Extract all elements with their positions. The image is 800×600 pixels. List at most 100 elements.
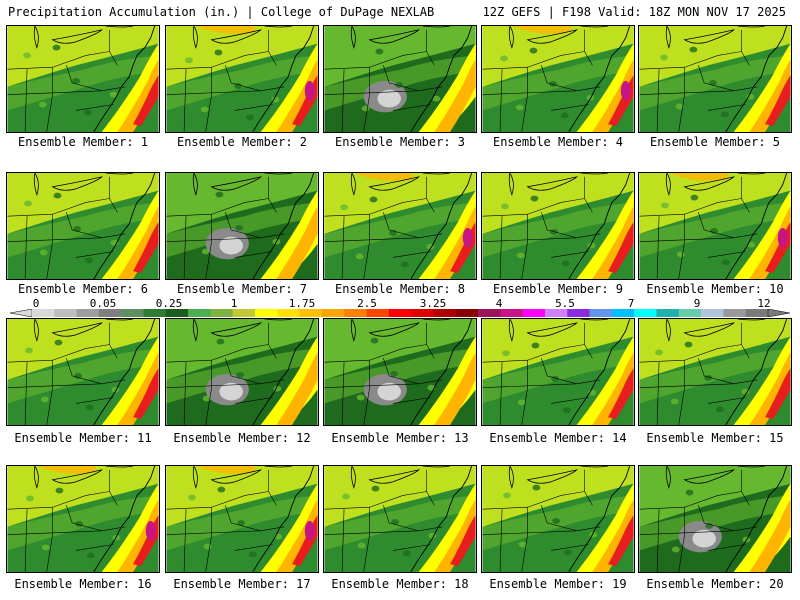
precip-cell — [518, 541, 527, 548]
ensemble-member-label: Ensemble Member: 2 — [176, 135, 308, 149]
state-boundary — [341, 362, 345, 425]
east-coastline — [93, 173, 156, 279]
state-boundary — [24, 362, 28, 425]
state-boundary — [166, 530, 261, 535]
east-coastline — [252, 319, 315, 425]
colorbar-tick-label: 0 — [32, 297, 40, 310]
state-boundary — [46, 534, 53, 572]
ensemble-member-label: Ensemble Member: 12 — [173, 431, 311, 445]
colorbar-swatch — [321, 309, 345, 317]
precip-map — [165, 25, 319, 133]
state-boundary — [46, 94, 53, 132]
lake-erie-outline — [526, 322, 578, 337]
precip-cell — [217, 486, 226, 493]
precip-cell — [72, 78, 81, 84]
ensemble-member-label: Ensemble Member: 20 — [646, 577, 784, 591]
state-boundary — [205, 241, 212, 279]
precip-cell — [55, 487, 64, 494]
lake-erie-outline — [368, 322, 420, 337]
precip-cell — [531, 342, 540, 349]
precip-cell — [341, 345, 349, 352]
precip-cell — [26, 495, 34, 502]
state-boundary — [24, 216, 28, 279]
northern-precip-max — [195, 466, 255, 474]
lake-ontario-outline — [580, 173, 609, 175]
lake-ontario-outline — [422, 173, 451, 175]
precip-cell — [236, 372, 244, 378]
lake-ontario-outline — [580, 319, 609, 321]
state-boundary — [499, 509, 503, 572]
precip-cell — [25, 347, 33, 354]
run-valid-time: 12Z GEFS | F198 Valid: 18Z MON NOV 17 20… — [482, 5, 786, 19]
precip-cell — [560, 112, 569, 119]
heavy-precip-core — [608, 368, 634, 420]
lake-erie-outline — [210, 29, 262, 44]
colorbar-swatch — [232, 309, 256, 317]
state-boundary — [402, 198, 435, 213]
state-boundary — [183, 509, 187, 572]
precip-cell — [342, 493, 350, 500]
state-boundary — [24, 69, 28, 132]
precip-map — [6, 25, 160, 133]
state-boundary — [551, 544, 589, 551]
ensemble-member-map — [165, 465, 319, 573]
colorbar-swatch — [121, 309, 144, 317]
precip-cell — [517, 399, 526, 406]
colorbar-swatch — [544, 309, 568, 317]
precip-cell — [201, 248, 210, 255]
colorbar-swatch — [344, 309, 367, 317]
precip-cell — [361, 105, 370, 112]
state-boundary — [482, 237, 577, 242]
precip-cell — [74, 372, 83, 379]
precip-cell — [400, 261, 409, 268]
precip-cell — [549, 80, 558, 87]
east-coastline — [252, 26, 315, 132]
colorbar-tick-label: 3.25 — [419, 297, 447, 310]
ensemble-member-map — [481, 465, 635, 573]
lake-ontario-outline — [422, 466, 451, 468]
ensemble-member-label: Ensemble Member: 11 — [14, 431, 152, 445]
lake-michigan-outline — [33, 466, 39, 489]
precip-map — [481, 465, 635, 573]
ensemble-member-label: Ensemble Member: 10 — [646, 282, 784, 296]
state-boundary — [324, 530, 419, 535]
state-boundary — [521, 241, 528, 279]
ensemble-member-label: Ensemble Member: 14 — [489, 431, 627, 445]
state-boundary — [541, 212, 577, 239]
east-coastline — [725, 466, 788, 572]
precip-map — [638, 318, 792, 426]
precip-map — [165, 172, 319, 280]
colorbar-swatch — [745, 309, 769, 317]
extreme-precip-max — [304, 80, 315, 101]
coastal-swath-core — [434, 352, 476, 425]
east-coastline — [568, 466, 631, 572]
state-boundary — [482, 530, 577, 535]
east-coastline — [93, 26, 156, 132]
precip-cell — [502, 350, 510, 357]
state-boundary — [66, 358, 102, 385]
colorbar-swatch — [455, 309, 479, 317]
state-boundary — [205, 94, 212, 132]
lake-erie-outline — [683, 29, 735, 44]
state-boundary — [7, 237, 102, 242]
state-boundary — [656, 362, 660, 425]
precip-cell — [747, 241, 756, 248]
state-boundary — [76, 104, 114, 111]
heavy-precip-core — [765, 368, 791, 420]
precip-band-central — [166, 202, 318, 258]
east-coastline — [725, 26, 788, 132]
state-boundary — [541, 358, 577, 385]
precip-cell — [529, 47, 538, 54]
lake-michigan-outline — [665, 173, 671, 196]
east-coastline — [725, 319, 788, 425]
precip-cell — [660, 54, 668, 61]
ensemble-member-map — [165, 25, 319, 133]
east-coastline — [252, 466, 315, 572]
state-boundary — [166, 237, 261, 242]
colorbar-swatch — [98, 309, 122, 317]
precip-cell — [401, 402, 410, 409]
state-boundary — [393, 397, 431, 404]
state-boundary — [708, 104, 746, 111]
ensemble-member-map — [6, 25, 160, 133]
lake-ontario-outline — [105, 26, 134, 28]
